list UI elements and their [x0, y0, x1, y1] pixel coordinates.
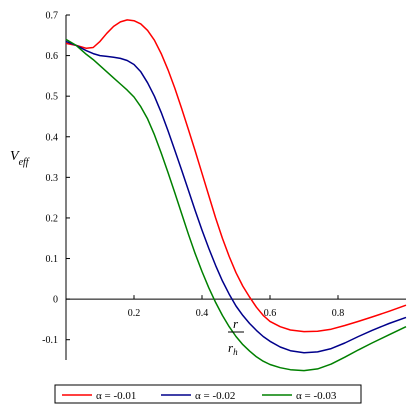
y-axis-label-sub: eff	[19, 157, 30, 168]
y-axis-label: Veff	[10, 149, 30, 168]
x-tick-label: 0.6	[264, 308, 277, 319]
series-lines	[65, 19, 407, 372]
x-ticks: 0.2 0.4 0.6 0.8	[128, 295, 345, 319]
y-tick-label: 0.5	[46, 92, 59, 103]
series-line-2	[65, 38, 407, 372]
legend-box	[54, 384, 362, 404]
y-tick-label: -0.1	[42, 335, 58, 346]
y-axis-label-main: V	[10, 149, 20, 164]
axes	[65, 15, 406, 360]
y-ticks: 0.7 0.6 0.5 0.4 0.3 0.2 0.1 0 -0.1	[42, 11, 70, 346]
y-tick-label: 0.3	[46, 173, 59, 184]
legend-label-1: α = -0.02	[195, 390, 235, 402]
x-tick-label: 0.2	[128, 308, 141, 319]
x-tick-label: 0.4	[196, 308, 209, 319]
y-tick-label: 0.2	[46, 213, 59, 224]
x-axis-label-denominator: rh	[228, 340, 238, 357]
x-axis-label: r rh	[228, 316, 244, 357]
y-tick-label: 0	[53, 295, 58, 306]
y-tick-label: 0.6	[46, 51, 59, 62]
y-tick-label: 0.1	[46, 254, 59, 265]
legend-label-0: α = -0.01	[96, 390, 136, 402]
x-axis-label-numerator: r	[233, 316, 239, 331]
legend: α = -0.01 α = -0.02 α = -0.03	[54, 384, 362, 404]
series-line-1	[65, 40, 407, 354]
y-tick-label: 0.7	[46, 11, 59, 22]
y-tick-label: 0.4	[46, 132, 59, 143]
legend-label-2: α = -0.03	[296, 390, 337, 402]
series-line-0	[65, 19, 407, 333]
x-tick-label: 0.8	[332, 308, 345, 319]
